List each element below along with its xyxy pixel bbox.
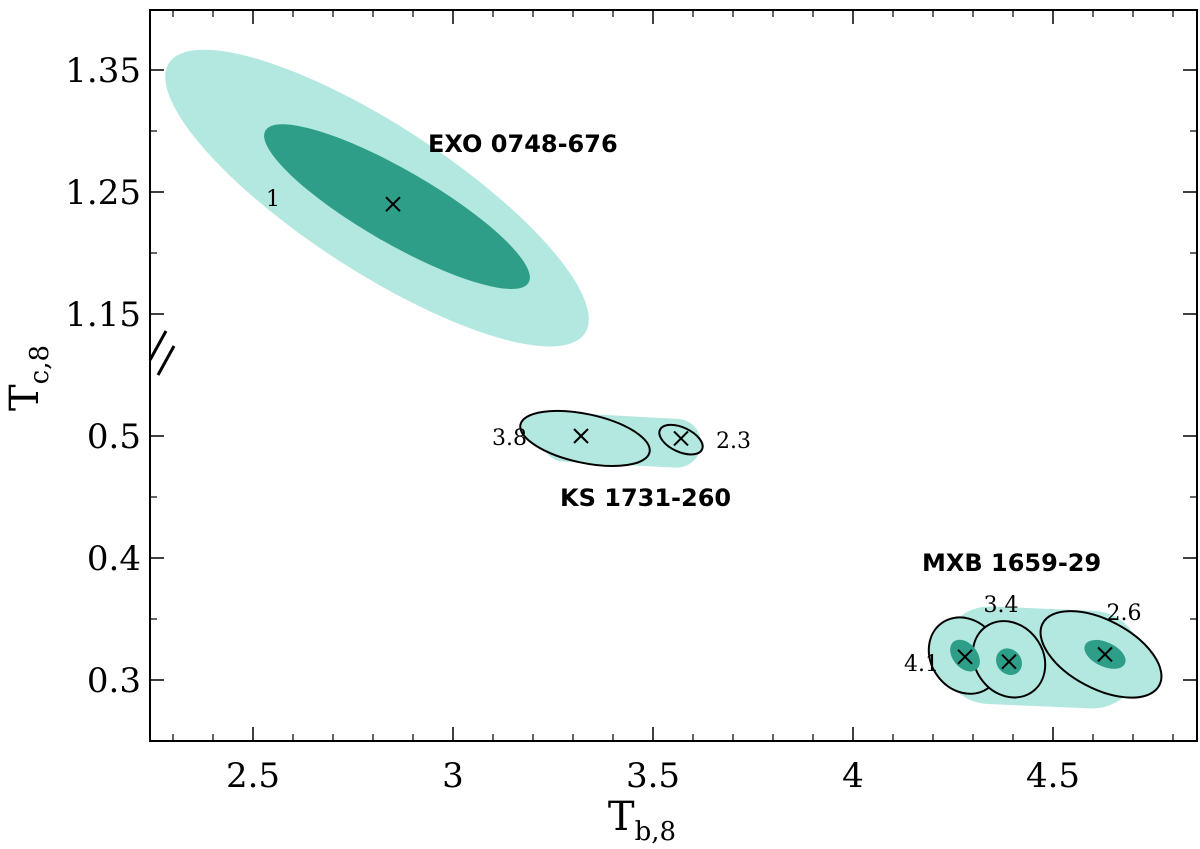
plot-frame [149, 9, 1198, 742]
y-tick-label: 1.25 [65, 173, 141, 213]
x-axis-title-main: T [608, 794, 635, 840]
source-labels: EXO 0748-676 KS 1731-260 MXB 1659-29 [428, 130, 1101, 577]
x-axis-title: Tb,8 [608, 794, 676, 847]
ks-contour-0 [519, 409, 651, 467]
source-label-exo: EXO 0748-676 [428, 130, 618, 158]
exo-best-fit-marker [385, 196, 401, 212]
y-axis-title-sub: c,8 [25, 345, 55, 384]
ks-best-fit-marker-0 [573, 428, 589, 444]
mxb-best-fit-marker-1 [1001, 653, 1017, 670]
y-axis-title-main: T [2, 384, 48, 411]
contour-label-ks-1: 2.3 [716, 429, 751, 454]
y-tick-label: 0.4 [87, 539, 141, 579]
contour-label-exo: 1 [266, 187, 280, 212]
y-tick-label: 1.15 [65, 295, 141, 335]
mxb-best-fit-marker-0 [957, 649, 973, 665]
source-label-mxb: MXB 1659-29 [922, 549, 1101, 577]
y-tick-label: 0.5 [87, 417, 141, 457]
contour-labels: 1 3.8 2.3 4.1 3.4 2.6 [266, 187, 1142, 677]
contour-label-mxb-2: 2.6 [1107, 601, 1142, 626]
axis-break-marker [148, 330, 176, 376]
y-tick-label: 1.35 [65, 51, 141, 91]
best-fit-markers [385, 196, 1113, 670]
ks-best-fit-marker-1 [673, 430, 689, 447]
x-tick-label: 2.5 [226, 756, 280, 796]
x-axis-ticks: 2.5 3 3.5 4 4.5 [172, 10, 1174, 796]
contour-label-ks-0: 3.8 [492, 426, 527, 451]
contour-label-mxb-0: 4.1 [904, 652, 939, 677]
mxb-best-fit-marker-2 [1097, 646, 1113, 663]
exo-region-inner [264, 124, 530, 289]
source-label-ks: KS 1731-260 [560, 484, 731, 512]
y-tick-label: 0.3 [87, 661, 141, 701]
x-tick-label: 4 [842, 756, 864, 796]
x-axis-title-sub: b,8 [635, 817, 676, 847]
x-tick-label: 3 [442, 756, 464, 796]
x-tick-label: 4.5 [1026, 756, 1080, 796]
x-tick-label: 3.5 [626, 756, 680, 796]
contour-label-mxb-1: 3.4 [984, 593, 1019, 618]
y-axis-title: Tc,8 [2, 345, 55, 411]
y-axis-ticks: 0.3 0.4 0.5 1.15 1.25 1.35 [65, 51, 1197, 701]
